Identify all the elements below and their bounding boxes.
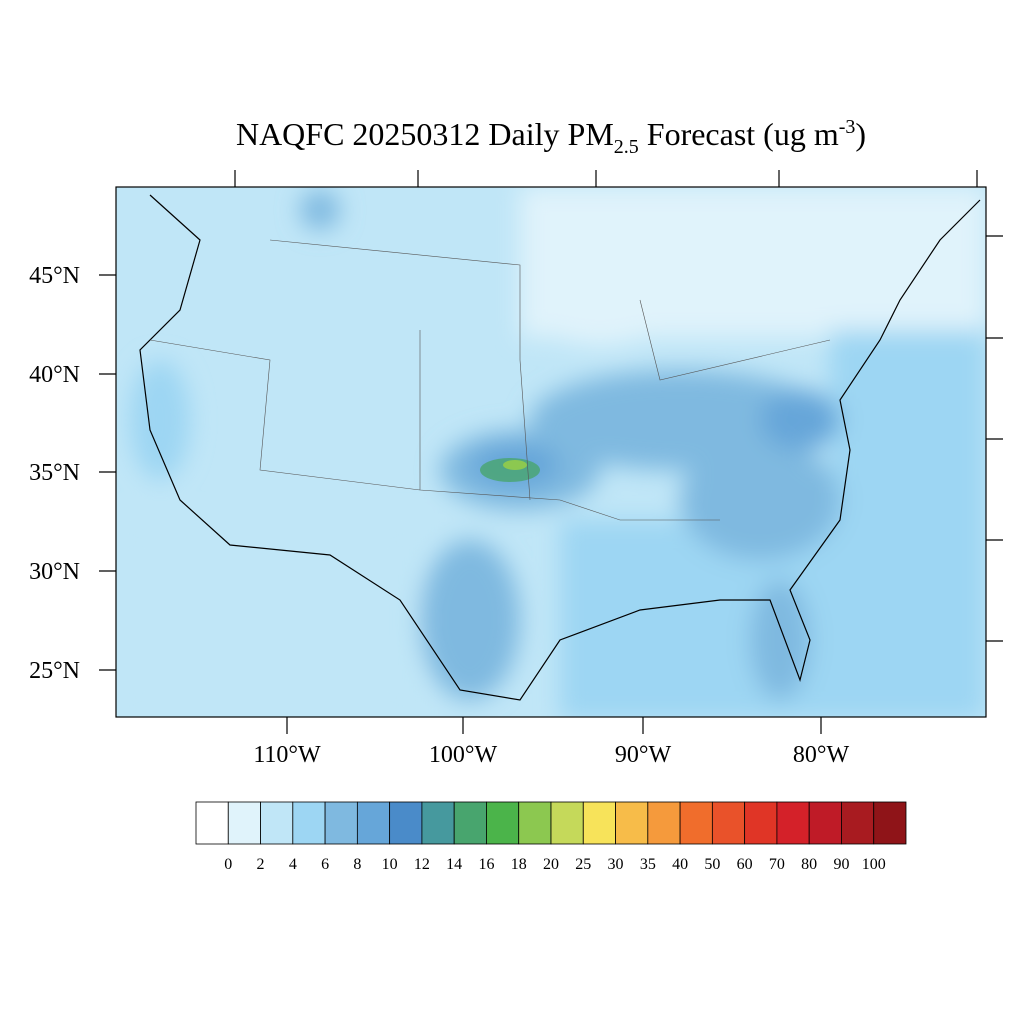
lat-label: 45°N <box>29 263 80 289</box>
colorbar-box <box>550 801 584 845</box>
colorbar-label: 4 <box>289 856 297 873</box>
lat-label: 35°N <box>29 460 80 486</box>
title-part: NAQFC 20250312 Daily PM <box>236 116 614 152</box>
lon-label: 80°W <box>793 742 850 768</box>
colorbar-box <box>841 801 875 845</box>
title-part: 2.5 <box>614 136 639 158</box>
colorbar-label: 60 <box>737 856 753 873</box>
colorbar-box <box>227 801 261 845</box>
colorbar-label: 10 <box>382 856 398 873</box>
colorbar-box <box>195 801 229 845</box>
lat-label: 30°N <box>29 559 80 585</box>
colorbar-box <box>615 801 649 845</box>
colorbar-label: 18 <box>511 856 527 873</box>
colorbar-box <box>711 801 746 845</box>
lon-label: 100°W <box>429 742 498 768</box>
colorbar-label: 16 <box>478 856 494 873</box>
colorbar-box <box>582 801 616 845</box>
colorbar-label: 2 <box>257 856 265 873</box>
lat-label: 25°N <box>29 658 80 684</box>
colorbar-box <box>421 801 455 845</box>
colorbar-label: 70 <box>769 856 785 873</box>
colorbar-label: 40 <box>672 856 688 873</box>
colorbar-box <box>389 801 423 845</box>
colorbar-box <box>486 801 520 845</box>
lon-label: 110°W <box>253 742 321 768</box>
colorbar-label: 14 <box>446 856 462 873</box>
map-frame <box>115 186 987 718</box>
colorbar-label: 6 <box>321 856 329 873</box>
colorbar-label: 90 <box>833 856 849 873</box>
colorbar-label: 0 <box>224 856 232 873</box>
colorbar-box <box>679 801 713 845</box>
colorbar-label: 100 <box>862 856 886 873</box>
colorbar-box <box>647 801 681 845</box>
colorbar-box <box>292 801 326 845</box>
colorbar-label: 35 <box>640 856 656 873</box>
colorbar-box <box>356 801 391 845</box>
frame-ticks <box>99 170 1003 734</box>
colorbar-box <box>776 801 810 845</box>
lat-label: 40°N <box>29 362 80 388</box>
colorbar-label: 8 <box>353 856 361 873</box>
colorbar-box <box>873 801 907 845</box>
title-part: ) <box>855 116 866 152</box>
colorbar-box <box>324 801 358 845</box>
lon-label: 90°W <box>615 742 672 768</box>
colorbar: 0 2 4 6 8 10 12 14 16 18 20 25 30 35 40 50 60 70 80 90 100 <box>195 801 907 873</box>
colorbar-label: 30 <box>608 856 624 873</box>
map-field <box>116 187 986 717</box>
title: NAQFC 20250312 Daily PM2.5 Forecast (ug … <box>236 116 866 158</box>
colorbar-label: 20 <box>543 856 559 873</box>
colorbar-label: 80 <box>801 856 817 873</box>
colorbar-box <box>518 801 552 845</box>
colorbar-box <box>453 801 487 845</box>
colorbar-box <box>808 801 842 845</box>
colorbar-box <box>260 801 294 845</box>
colorbar-box <box>744 801 778 845</box>
colorbar-label: 25 <box>575 856 591 873</box>
title-part: -3 <box>839 116 856 138</box>
title-part: Forecast (ug m <box>639 116 839 152</box>
colorbar-label: 50 <box>704 856 720 873</box>
colorbar-label: 12 <box>414 856 430 873</box>
